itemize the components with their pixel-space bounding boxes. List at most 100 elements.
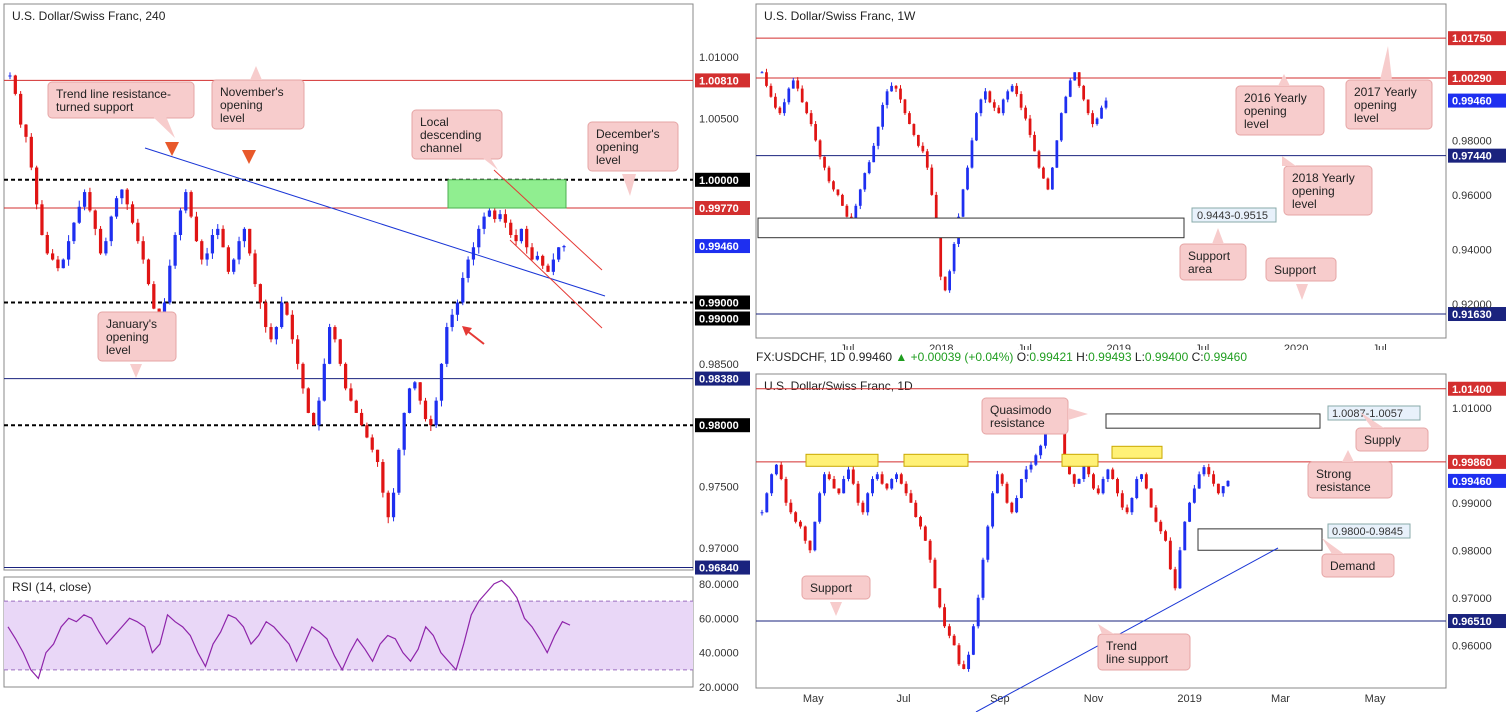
d1-candle-body-54 bbox=[1019, 479, 1023, 498]
h4-candle-body-12 bbox=[72, 222, 76, 242]
h4-anno-december-line-2: level bbox=[596, 153, 621, 167]
symbol-header-bar: FX:USDCHF, 1D 0.99460 ▲ +0.00039 (+0.04%… bbox=[756, 350, 1506, 370]
w1-x-tick-0: Jul bbox=[840, 343, 854, 350]
w1-chart-panel[interactable]: U.S. Dollar/Swiss Franc, 1W 1.01750 1.0029… bbox=[752, 0, 1508, 350]
h4-level-tag-7 bbox=[695, 418, 750, 433]
d1-candle-body-87 bbox=[1178, 550, 1182, 589]
d1-candle-body-95 bbox=[1216, 483, 1220, 494]
d1-candle-body-63 bbox=[1063, 431, 1067, 456]
h4-candle-body-27 bbox=[152, 284, 156, 309]
w1-anno-2016-line-1: opening bbox=[1244, 104, 1287, 118]
d1-anno-demand-line-0: Demand bbox=[1330, 559, 1375, 573]
w1-anno-2018-line-0: 2018 Yearly bbox=[1292, 171, 1355, 185]
d1-yellow-zone-1 bbox=[903, 453, 969, 467]
w1-level-tag-2 bbox=[1448, 93, 1506, 108]
w1-candle-body-74 bbox=[1091, 113, 1094, 125]
h4-candle-body-4 bbox=[29, 136, 33, 168]
w1-anno-2017-line-2: level bbox=[1354, 111, 1379, 125]
h4-candle-body-31 bbox=[173, 235, 177, 266]
h4-candle-body-47 bbox=[258, 284, 262, 303]
h4-chart-panel[interactable]: U.S. Dollar/Swiss Franc, 240 1.00810 1.000… bbox=[0, 0, 750, 575]
d1-level-tag-0 bbox=[1448, 381, 1506, 396]
d1-candle-body-4 bbox=[779, 464, 783, 479]
w1-candle-body-58 bbox=[1019, 94, 1023, 108]
d1-level-label-0: 1.01400 bbox=[1452, 384, 1492, 396]
open-label: O: bbox=[1016, 350, 1030, 364]
d1-candle-body-85 bbox=[1168, 540, 1172, 570]
h4-supply-zone bbox=[447, 179, 567, 209]
d1-candle-body-80 bbox=[1144, 474, 1148, 489]
w1-anno-2018-box bbox=[1283, 165, 1373, 216]
d1-anno-trendline-line-1: line support bbox=[1106, 652, 1169, 666]
d1-anno-trendline-pointer bbox=[1098, 624, 1114, 634]
last-price: 0.99460 bbox=[848, 350, 893, 364]
rsi-y-tick-2: 40.0000 bbox=[699, 648, 739, 660]
d1-yellow-zone-3 bbox=[1111, 445, 1163, 459]
d1-candle-body-82 bbox=[1154, 507, 1158, 522]
w1-zone-label: 0.9443-0.9515 bbox=[1197, 210, 1268, 222]
d1-candle-body-37 bbox=[938, 588, 942, 608]
h4-level-tag-8 bbox=[695, 560, 750, 575]
d1-level-label-2: 0.99460 bbox=[1452, 476, 1492, 488]
h4-candle-body-26 bbox=[146, 259, 151, 285]
h4-candle-body-11 bbox=[66, 241, 71, 260]
h4-candle-body-84 bbox=[455, 302, 460, 315]
w1-candle-body-25 bbox=[872, 145, 876, 163]
w1-level-tag-1 bbox=[1448, 70, 1506, 85]
h4-candle-body-86 bbox=[466, 259, 470, 278]
h4-candle-body-2 bbox=[19, 93, 23, 125]
d1-candle-body-89 bbox=[1188, 502, 1192, 522]
d1-candle-body-58 bbox=[1039, 445, 1043, 456]
w1-support-area-zone bbox=[757, 217, 1185, 239]
w1-candle-body-4 bbox=[778, 107, 782, 114]
h4-candle-body-5 bbox=[35, 167, 39, 205]
h4-level-tag-1 bbox=[695, 172, 750, 187]
h4-candle-body-61 bbox=[333, 327, 337, 340]
d1-candle-body-90 bbox=[1192, 488, 1196, 503]
w1-candle-body-35 bbox=[916, 134, 920, 146]
h4-anno-january-line-2: level bbox=[106, 343, 131, 357]
d1-chart-panel[interactable]: U.S. Dollar/Swiss Franc, 1D 1.01400 0.9986… bbox=[752, 370, 1508, 712]
h4-level-label-0: 1.00810 bbox=[699, 75, 739, 87]
h4-candle-body-82 bbox=[445, 327, 449, 364]
d1-candle-body-74 bbox=[1116, 479, 1119, 494]
w1-y-tick-1: 0.96000 bbox=[1452, 190, 1492, 202]
w1-candle-body-45 bbox=[961, 189, 965, 217]
d1-candle-body-38 bbox=[943, 607, 947, 627]
h4-candle-body-76 bbox=[413, 382, 417, 389]
d1-candle-body-18 bbox=[847, 469, 850, 479]
d1-candle-body-27 bbox=[890, 479, 894, 489]
w1-candle-body-29 bbox=[890, 85, 893, 92]
h4-candle-body-80 bbox=[434, 400, 438, 426]
h4-candle-body-43 bbox=[237, 241, 241, 260]
w1-level-label-2: 0.99460 bbox=[1452, 96, 1492, 108]
h4-anno-trendline-box bbox=[47, 81, 195, 119]
w1-candle-body-36 bbox=[921, 145, 925, 152]
d1-candle-body-30 bbox=[904, 483, 908, 494]
h4-candle-body-81 bbox=[439, 363, 444, 401]
low-label: L: bbox=[1134, 350, 1145, 364]
h4-candle-body-75 bbox=[407, 388, 412, 413]
w1-candle-body-49 bbox=[979, 99, 983, 114]
h4-candle-body-95 bbox=[514, 235, 518, 242]
h4-candle-body-41 bbox=[226, 247, 231, 272]
d1-candle-body-44 bbox=[971, 626, 975, 655]
w1-level-label-3: 0.97440 bbox=[1452, 151, 1492, 163]
w1-candle-body-32 bbox=[903, 99, 907, 114]
h4-candle-body-83 bbox=[450, 314, 454, 328]
d1-anno-supply-box bbox=[1355, 427, 1429, 452]
rsi-panel[interactable]: RSI (14, close) 80.0000 60.0000 40.0000 20.0… bbox=[0, 575, 750, 712]
d1-candle-body-46 bbox=[981, 559, 985, 598]
d1-y-tick-2: 0.98000 bbox=[1452, 545, 1492, 557]
d1-anno-demand-pointer bbox=[1322, 538, 1344, 554]
d1-candle-body-75 bbox=[1120, 493, 1124, 508]
h4-candle-body-25 bbox=[141, 241, 145, 260]
high-label: H: bbox=[1076, 350, 1089, 364]
d1-y-tick-1: 0.99000 bbox=[1452, 498, 1492, 510]
rsi-y-tick-3: 20.0000 bbox=[699, 682, 739, 694]
w1-candle-body-6 bbox=[787, 88, 791, 103]
h4-candle-body-35 bbox=[194, 216, 199, 242]
h4-candle-body-52 bbox=[285, 302, 289, 315]
h4-candle-body-57 bbox=[312, 412, 316, 426]
w1-anno-2018-line-1: opening bbox=[1292, 184, 1335, 198]
